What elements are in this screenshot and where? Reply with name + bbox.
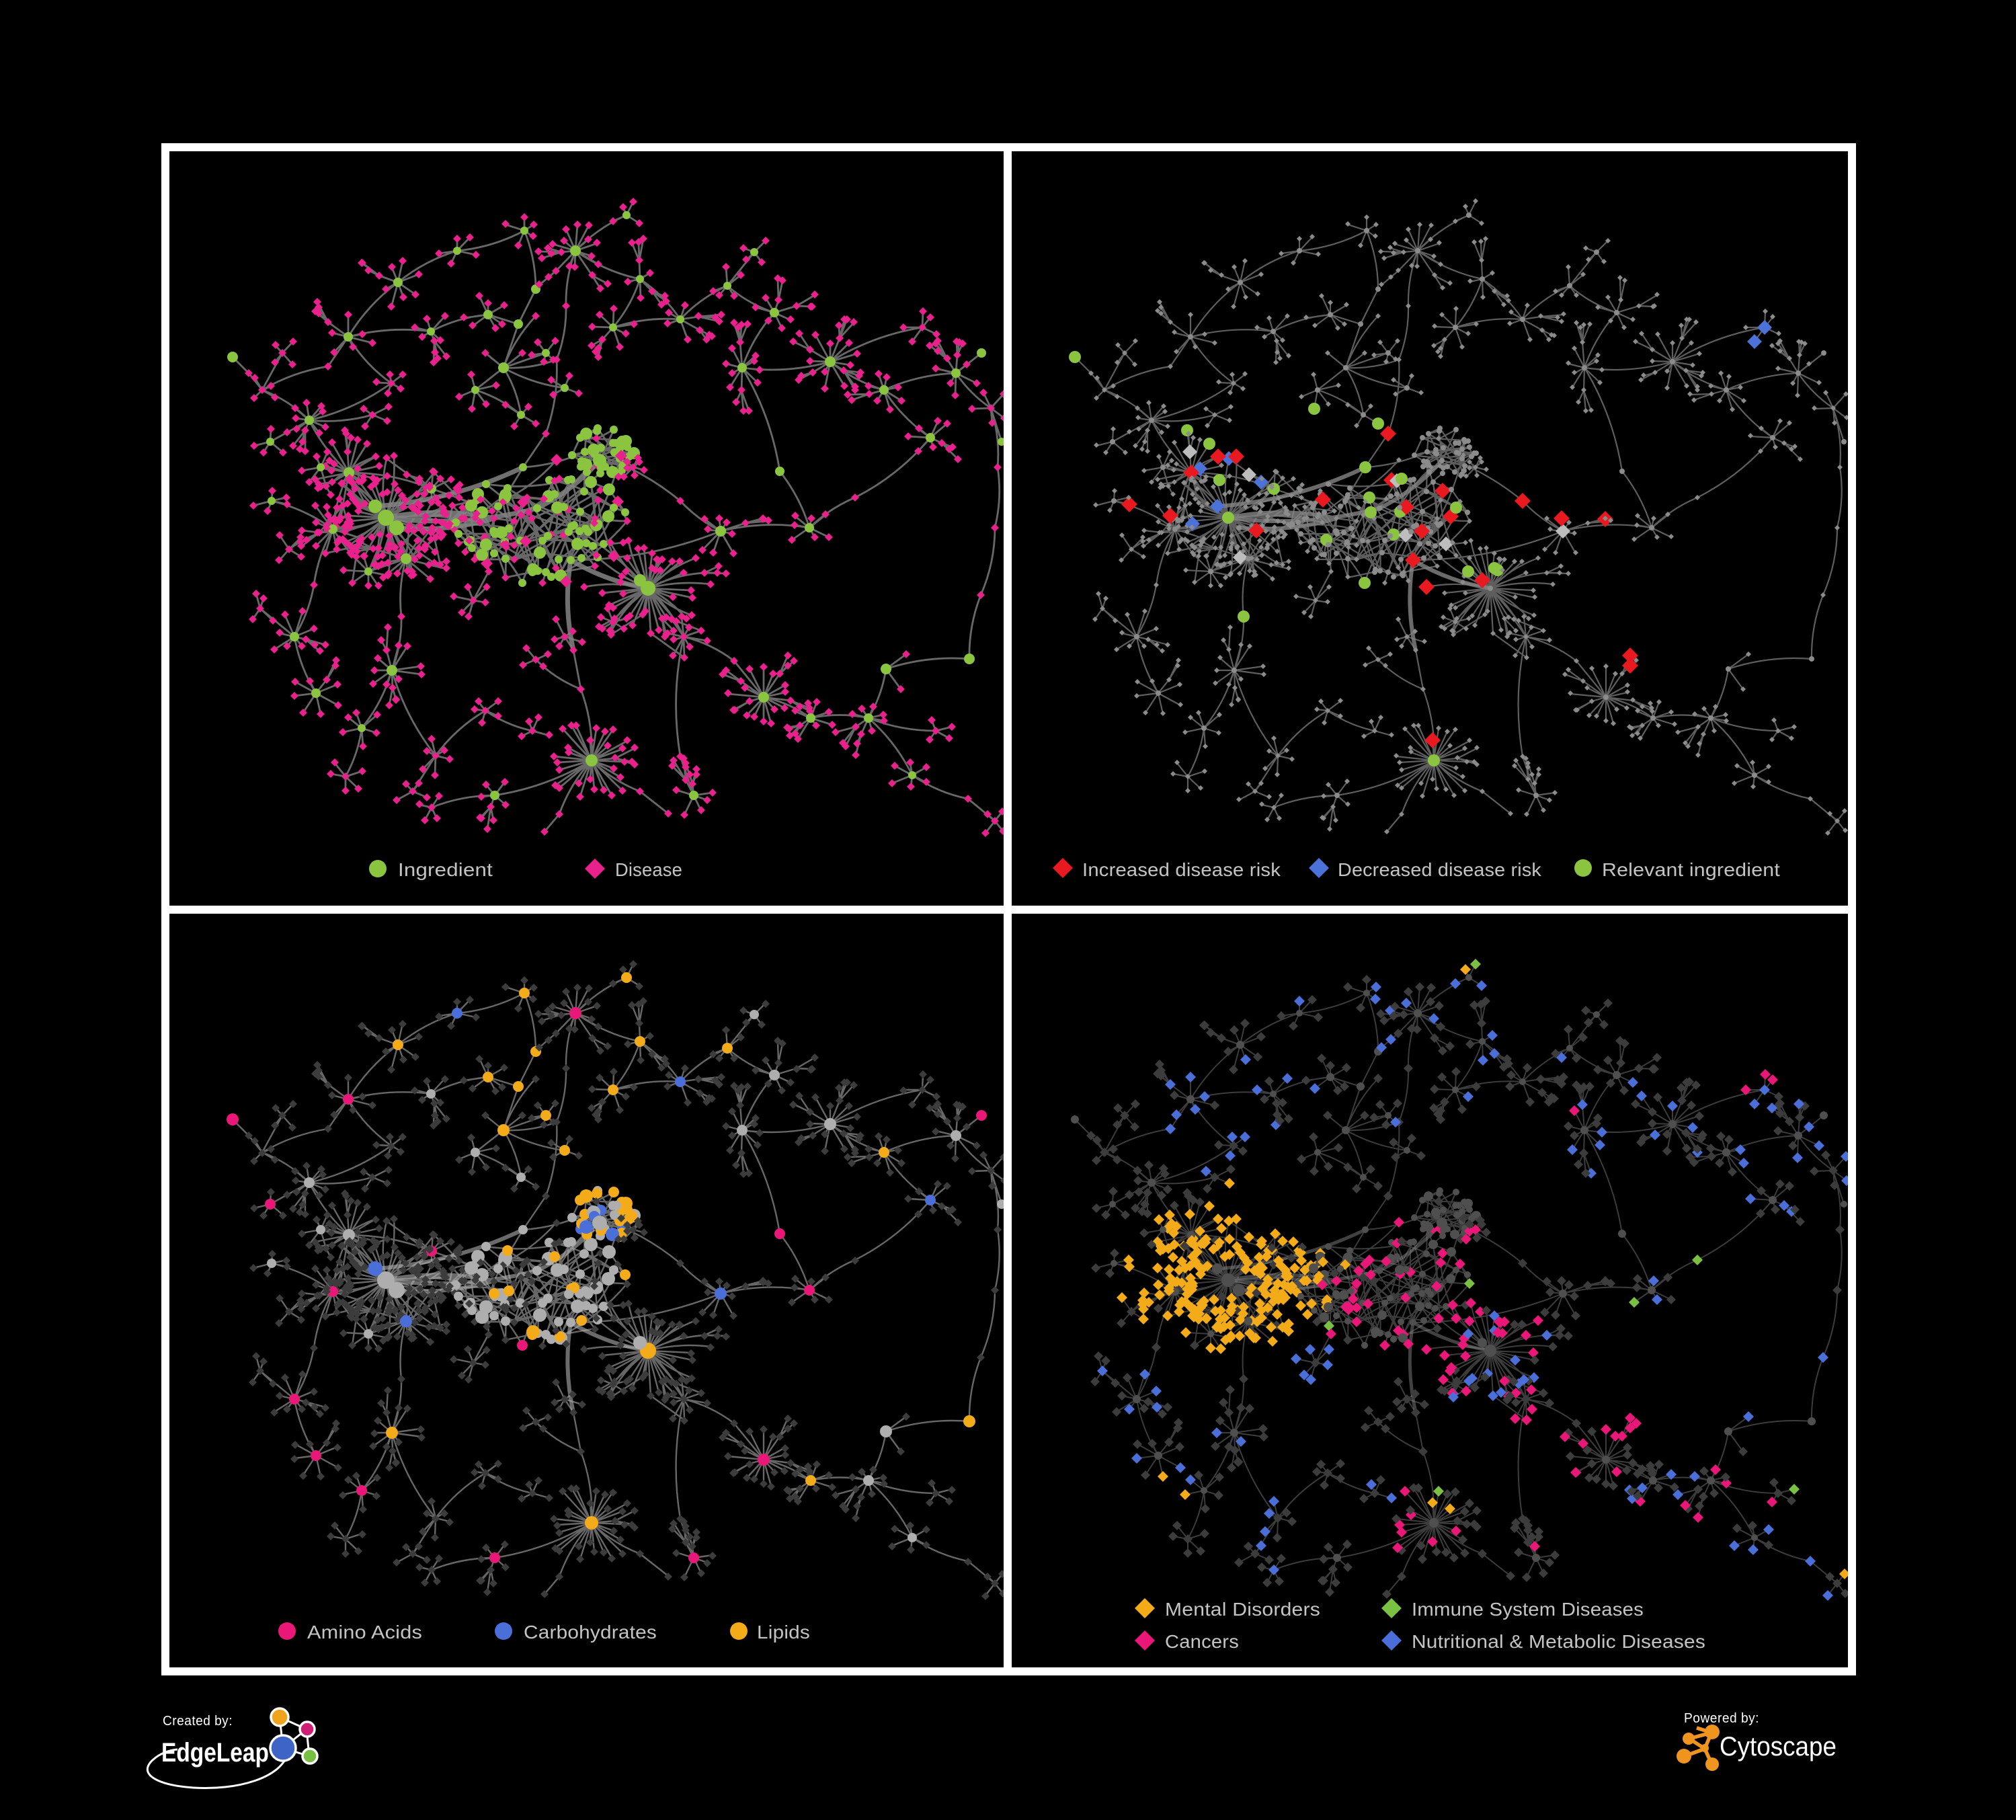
svg-text:Nutritional & Metabolic Diseas: Nutritional & Metabolic Diseases [1412,1631,1705,1652]
svg-text:Amino Acids: Amino Acids [307,1622,422,1643]
svg-text:Cytoscape: Cytoscape [1720,1732,1837,1762]
svg-text:Carbohydrates: Carbohydrates [524,1622,657,1643]
svg-text:Ingredient: Ingredient [398,859,493,880]
svg-text:Relevant ingredient: Relevant ingredient [1602,859,1780,880]
svg-text:Created by:: Created by: [163,1714,233,1729]
svg-text:Disease: Disease [615,859,682,880]
svg-text:Immune System Diseases: Immune System Diseases [1412,1599,1644,1620]
svg-text:Lipids: Lipids [757,1622,810,1643]
svg-text:Decreased disease risk: Decreased disease risk [1338,859,1542,880]
svg-text:EdgeLeap: EdgeLeap [161,1738,269,1768]
svg-text:Increased disease risk: Increased disease risk [1082,859,1281,880]
svg-text:Cancers: Cancers [1165,1631,1239,1652]
svg-text:Mental Disorders: Mental Disorders [1165,1599,1320,1620]
svg-text:Powered by:: Powered by: [1684,1711,1759,1726]
